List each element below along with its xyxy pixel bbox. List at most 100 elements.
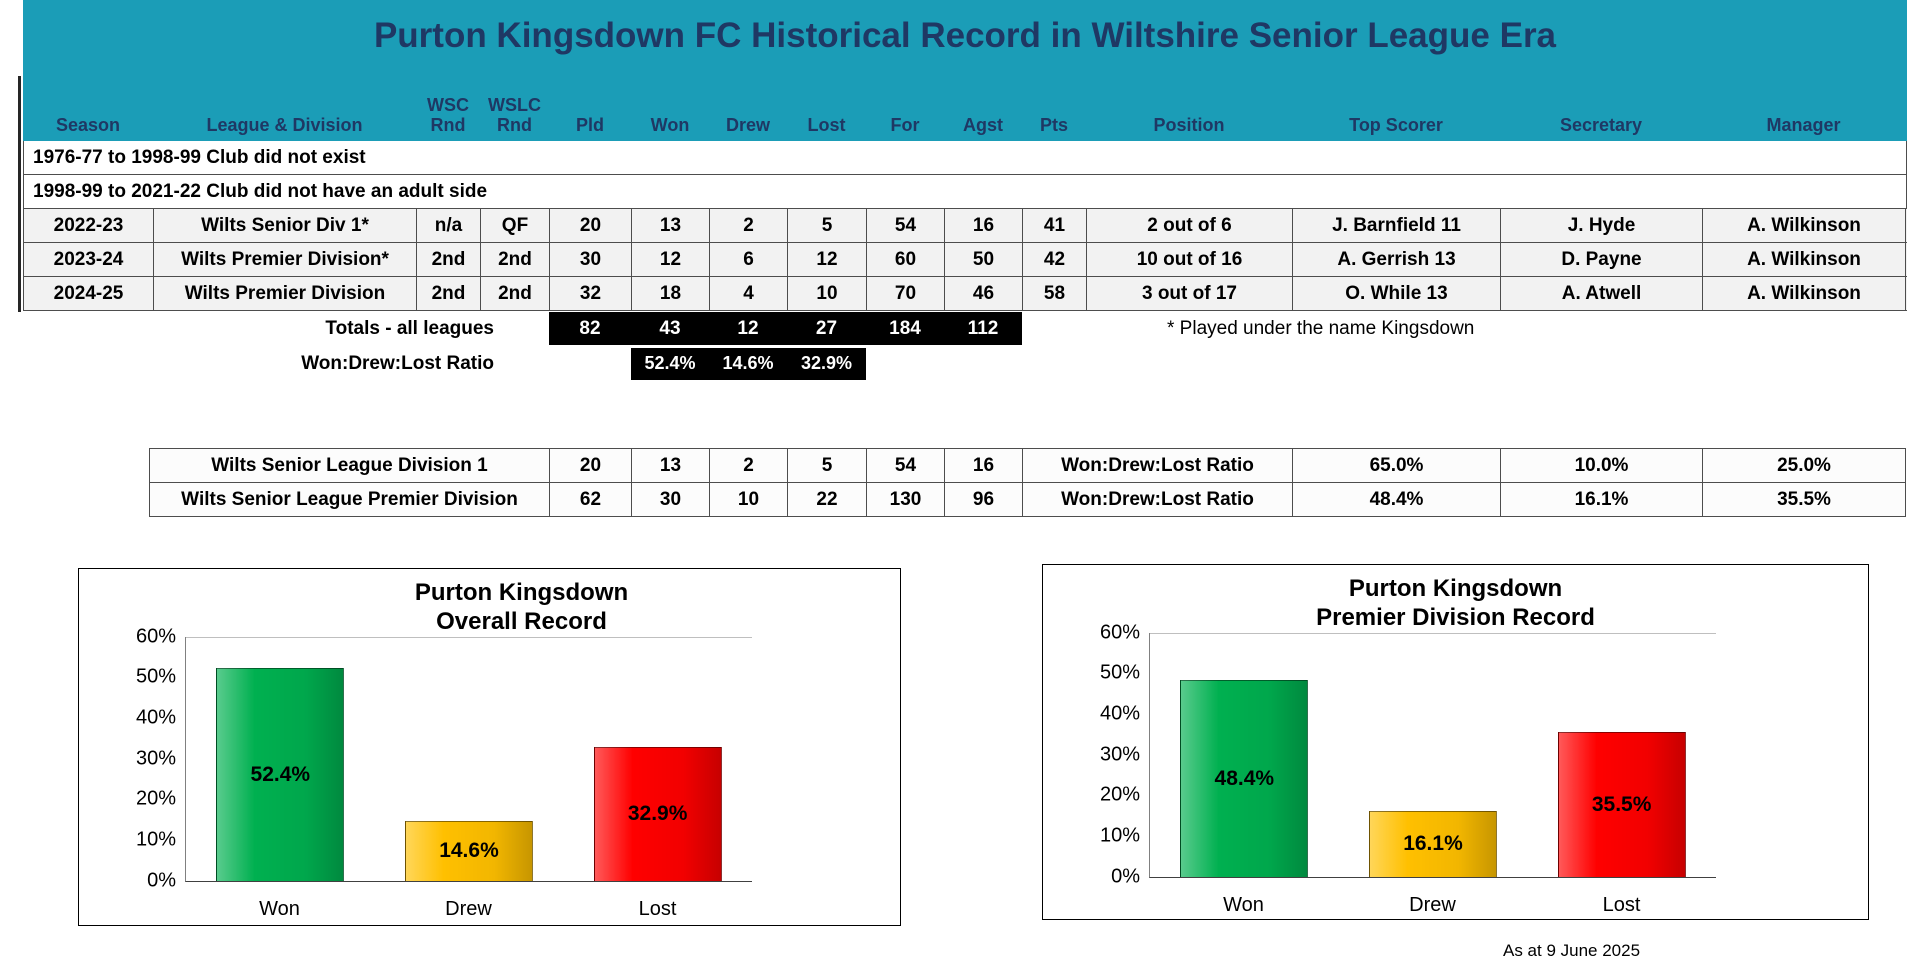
summary-ratio-label: Won:Drew:Lost Ratio (1023, 449, 1293, 483)
column-header-wslc-rnd: WSLC Rnd (488, 94, 541, 135)
cell-agst: 46 (945, 277, 1023, 310)
summary-league-label: Wilts Senior League Premier Division (150, 483, 550, 517)
summary-lost-pct: 25.0% (1703, 449, 1906, 483)
summary-drew: 10 (710, 483, 788, 517)
cell-position: 2 out of 6 (1087, 209, 1293, 242)
column-header-for: For (890, 114, 920, 135)
cell-lost: 10 (788, 277, 867, 310)
column-header-pts: Pts (1039, 114, 1068, 135)
column-header-agst: Agst (963, 114, 1003, 135)
category-label: Won (1223, 893, 1264, 916)
cell-won: 13 (632, 209, 710, 242)
cell-wsc: n/a (417, 209, 481, 242)
bar-value-label: 14.6% (439, 839, 499, 863)
totals-label: Totals - all leagues (325, 317, 494, 339)
cell-league: Wilts Senior Div 1* (154, 209, 417, 242)
header-band: Purton Kingsdown FC Historical Record in… (23, 0, 1907, 141)
ratio-drew-pct: 14.6% (722, 353, 774, 373)
ratio-row: Won:Drew:Lost Ratio 52.4% 14.6% 32.9% (23, 346, 1907, 381)
ratio-won-pct: 52.4% (644, 353, 696, 373)
cell-secretary: A. Atwell (1501, 277, 1703, 310)
summary-agst: 16 (945, 449, 1023, 483)
category-label: Lost (638, 897, 677, 920)
chart-overall-record: Purton Kingsdown Overall Record 60% 50% … (78, 568, 901, 926)
chart-title: Purton Kingsdown Overall Record (79, 579, 900, 637)
x-axis-labels: Won Drew Lost (185, 898, 752, 921)
category-label: Drew (445, 897, 492, 920)
cell-manager: A. Wilkinson (1703, 243, 1906, 276)
bar-lost: 35.5% (1557, 732, 1686, 877)
note-row: 1976-77 to 1998-99 Club did not exist (23, 141, 1907, 175)
cell-wslc: 2nd (481, 243, 550, 276)
ratio-label: Won:Drew:Lost Ratio (301, 352, 494, 374)
summary-lost: 5 (788, 449, 867, 483)
column-header-wsc-rnd: WSC Rnd (427, 94, 469, 135)
note-text: 1976-77 to 1998-99 Club did not exist (33, 146, 366, 168)
note-text: 1998-99 to 2021-22 Club did not have an … (33, 180, 488, 202)
column-header-top-scorer: Top Scorer (1349, 114, 1443, 135)
column-header-won: Won (650, 114, 690, 135)
y-axis-tick: 40% (135, 706, 176, 729)
cell-season: 2023-24 (24, 243, 154, 276)
cell-manager: A. Wilkinson (1703, 209, 1906, 242)
cell-for: 70 (867, 277, 945, 310)
y-axis-tick: 50% (135, 665, 176, 688)
bar-value-label: 32.9% (627, 802, 688, 826)
y-axis-tick: 20% (135, 787, 176, 810)
chart-premier-division-record: Purton Kingsdown Premier Division Record… (1042, 564, 1869, 920)
bar-value-label: 52.4% (250, 762, 311, 786)
page-title: Purton Kingsdown FC Historical Record in… (373, 16, 1557, 55)
bar-won: 48.4% (1180, 679, 1309, 877)
summary-won-pct: 65.0% (1293, 449, 1501, 483)
totals-band: 82 43 12 27 184 112 (549, 312, 1022, 345)
table-header-row: Season League & Division WSC Rnd WSLC Rn… (23, 84, 1907, 141)
table-row: 2022-23 Wilts Senior Div 1* n/a QF 20 13… (23, 209, 1907, 243)
cell-league: Wilts Premier Division* (154, 243, 417, 276)
bar-lost: 32.9% (593, 746, 722, 881)
cell-wslc: 2nd (481, 277, 550, 310)
cell-drew: 2 (710, 209, 788, 242)
cell-wsc: 2nd (417, 277, 481, 310)
column-header-lost: Lost (807, 114, 846, 135)
cell-manager: A. Wilkinson (1703, 277, 1906, 310)
ratio-lost-pct: 32.9% (800, 353, 853, 373)
summary-for: 130 (867, 483, 945, 517)
y-axis-tick: 20% (1099, 783, 1140, 806)
cell-pld: 30 (550, 243, 632, 276)
totals-lost: 27 (815, 317, 838, 339)
y-axis-tick: 30% (135, 747, 176, 770)
category-label: Lost (1602, 893, 1641, 916)
as-at-date: As at 9 June 2025 (1503, 941, 1641, 960)
column-header-position: Position (1153, 114, 1225, 135)
bar-value-label: 16.1% (1403, 832, 1463, 856)
bars: 48.4% 16.1% 35.5% (1150, 633, 1716, 877)
y-axis-tick: 50% (1099, 661, 1140, 684)
ratio-band: 52.4% 14.6% 32.9% (631, 347, 866, 380)
bars: 52.4% 14.6% 32.9% (186, 637, 752, 881)
summary-won-pct: 48.4% (1293, 483, 1501, 517)
cell-position: 10 out of 16 (1087, 243, 1293, 276)
totals-won: 43 (659, 317, 681, 339)
historical-record-table: Purton Kingsdown FC Historical Record in… (23, 0, 1907, 381)
cell-drew: 4 (710, 277, 788, 310)
note-row: 1998-99 to 2021-22 Club did not have an … (23, 175, 1907, 209)
cell-pts: 58 (1023, 277, 1087, 310)
gridline (186, 636, 752, 638)
column-header-season: Season (55, 114, 121, 135)
summary-for: 54 (867, 449, 945, 483)
totals-agst: 112 (967, 317, 999, 339)
cell-top-scorer: O. While 13 (1293, 277, 1501, 310)
cell-for: 54 (867, 209, 945, 242)
cell-lost: 12 (788, 243, 867, 276)
cell-secretary: J. Hyde (1501, 209, 1703, 242)
column-header-league: League & Division (206, 114, 363, 135)
plot-area: 60% 50% 40% 30% 20% 10% 0% 48.4% 16.1% 3… (1100, 621, 1716, 887)
cell-pld: 32 (550, 277, 632, 310)
summary-lost-pct: 35.5% (1703, 483, 1906, 517)
summary-drew: 2 (710, 449, 788, 483)
column-header-drew: Drew (725, 114, 770, 135)
summary-table: Wilts Senior League Division 1 20 13 2 5… (149, 448, 1906, 517)
cell-drew: 6 (710, 243, 788, 276)
category-label: Drew (1409, 893, 1456, 916)
summary-pld: 20 (550, 449, 632, 483)
